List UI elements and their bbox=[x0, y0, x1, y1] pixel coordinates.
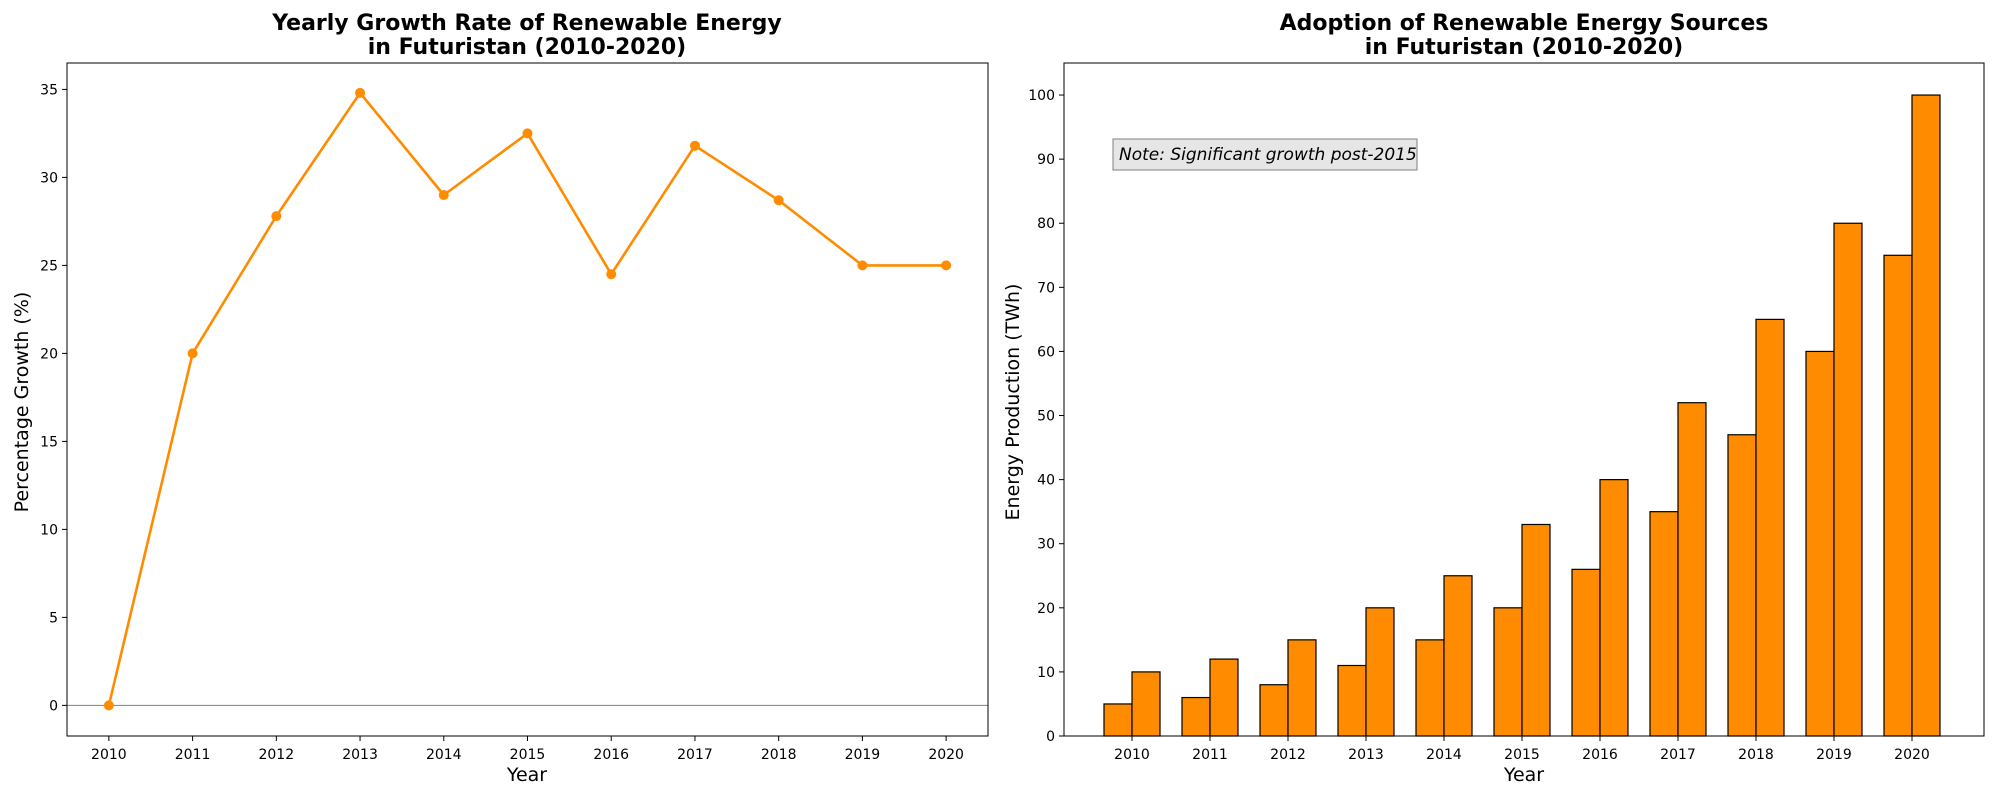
bar bbox=[1805, 350, 1835, 737]
bar bbox=[1833, 222, 1863, 737]
line-point bbox=[187, 348, 198, 359]
bar bbox=[1755, 318, 1785, 737]
bar bbox=[1415, 639, 1445, 737]
bar bbox=[1259, 684, 1289, 737]
line-point bbox=[941, 260, 952, 271]
bar-chart-title-line-1: Adoption of Renewable Energy Sources bbox=[1280, 11, 1769, 36]
line-chart-plot-area bbox=[67, 63, 988, 736]
bar bbox=[1365, 607, 1395, 737]
bar bbox=[1131, 671, 1161, 737]
bar-chart-y-tick-label: 10 bbox=[1037, 665, 1055, 681]
bar-chart-y-tick-label: 50 bbox=[1037, 409, 1055, 425]
line-chart-y-tick-label: 35 bbox=[40, 82, 58, 98]
note-annotation-box bbox=[1112, 138, 1418, 171]
line-point bbox=[103, 700, 114, 711]
line-chart-title-line-1: Yearly Growth Rate of Renewable Energy bbox=[271, 11, 782, 36]
bar bbox=[1677, 402, 1707, 737]
line-chart-y-tick-label: 30 bbox=[40, 170, 58, 186]
line-chart-x-tick-label: 2011 bbox=[175, 747, 211, 763]
line-chart-title-line-2: in Futuristan (2010-2020) bbox=[368, 35, 687, 60]
line-point bbox=[355, 87, 366, 98]
line-chart-x-tick-label: 2016 bbox=[593, 747, 629, 763]
bar bbox=[1599, 479, 1629, 737]
bar bbox=[1337, 664, 1367, 737]
line-chart-x-tick-label: 2015 bbox=[510, 747, 546, 763]
bar-chart-y-tick-label: 70 bbox=[1037, 280, 1055, 296]
line-chart-frame bbox=[66, 62, 989, 737]
line-chart-y-tick-label: 0 bbox=[49, 698, 58, 714]
bar-chart-x-tick-label: 2019 bbox=[1816, 747, 1852, 763]
line-point bbox=[689, 140, 700, 151]
bar-chart-x-axis-label: Year bbox=[1503, 764, 1544, 786]
bar-chart-y-axis-label: Energy Production (TWh) bbox=[1002, 284, 1024, 521]
line-chart-x-tick-label: 2012 bbox=[258, 747, 294, 763]
bar bbox=[1493, 607, 1523, 737]
line-chart-x-tick-label: 2017 bbox=[677, 747, 713, 763]
line-chart-x-tick-label: 2014 bbox=[426, 747, 462, 763]
bar bbox=[1209, 658, 1239, 737]
bar bbox=[1571, 568, 1601, 737]
bar-chart-x-tick-label: 2014 bbox=[1426, 747, 1462, 763]
bar bbox=[1911, 94, 1941, 737]
line-chart-y-tick-label: 10 bbox=[40, 522, 58, 538]
bar-chart-title-line-2: in Futuristan (2010-2020) bbox=[1365, 35, 1684, 60]
bar-chart-x-tick-label: 2017 bbox=[1660, 747, 1696, 763]
bar-chart-x-tick-label: 2010 bbox=[1114, 747, 1150, 763]
bar bbox=[1883, 254, 1913, 737]
bar-chart-x-tick-label: 2015 bbox=[1504, 747, 1540, 763]
line-chart-y-tick-label: 20 bbox=[40, 346, 58, 362]
bar-chart-y-tick-label: 40 bbox=[1037, 473, 1055, 489]
line-point bbox=[522, 128, 533, 139]
bar bbox=[1521, 523, 1551, 737]
line-chart-y-tick-label: 5 bbox=[49, 610, 58, 626]
bar-chart-x-tick-label: 2020 bbox=[1894, 747, 1930, 763]
bar-chart-x-tick-label: 2013 bbox=[1348, 747, 1384, 763]
bar-chart-y-tick-label: 20 bbox=[1037, 601, 1055, 617]
bar bbox=[1727, 434, 1757, 737]
note-annotation-text: Note: Significant growth post-2015 bbox=[1119, 145, 1417, 165]
bar-chart-x-tick-label: 2011 bbox=[1192, 747, 1228, 763]
line-point bbox=[606, 269, 617, 280]
line-chart-x-tick-label: 2018 bbox=[761, 747, 797, 763]
bar-chart-y-tick-label: 80 bbox=[1037, 216, 1055, 232]
bar-chart-y-tick-label: 30 bbox=[1037, 537, 1055, 553]
bar bbox=[1103, 703, 1133, 737]
line-chart-x-tick-label: 2020 bbox=[928, 747, 964, 763]
bar-chart-y-tick-label: 60 bbox=[1037, 344, 1055, 360]
bar-chart-y-tick-label: 0 bbox=[1046, 729, 1055, 745]
bar-chart-x-tick-label: 2016 bbox=[1582, 747, 1618, 763]
line-chart-x-axis-label: Year bbox=[506, 764, 547, 786]
bar bbox=[1649, 511, 1679, 737]
bar-chart-frame bbox=[1063, 62, 1985, 737]
line-chart-x-tick-label: 2010 bbox=[91, 747, 127, 763]
line-chart-x-tick-label: 2019 bbox=[845, 747, 881, 763]
line-chart-y-tick-label: 15 bbox=[40, 434, 58, 450]
line-point bbox=[773, 195, 784, 206]
bar-chart-x-tick-label: 2012 bbox=[1270, 747, 1306, 763]
line-chart-y-axis-label: Percentage Growth (%) bbox=[11, 292, 33, 513]
line-chart-y-tick-label: 25 bbox=[40, 258, 58, 274]
bar-chart-y-tick-label: 100 bbox=[1028, 88, 1055, 104]
line-point bbox=[857, 260, 868, 271]
bar-chart-x-tick-label: 2018 bbox=[1738, 747, 1774, 763]
line-point bbox=[271, 211, 282, 222]
line-chart-x-tick-label: 2013 bbox=[342, 747, 378, 763]
bar bbox=[1287, 639, 1317, 737]
line-point bbox=[438, 189, 449, 200]
bar-chart-y-tick-label: 90 bbox=[1037, 152, 1055, 168]
bar bbox=[1181, 696, 1211, 737]
bar bbox=[1443, 575, 1473, 737]
